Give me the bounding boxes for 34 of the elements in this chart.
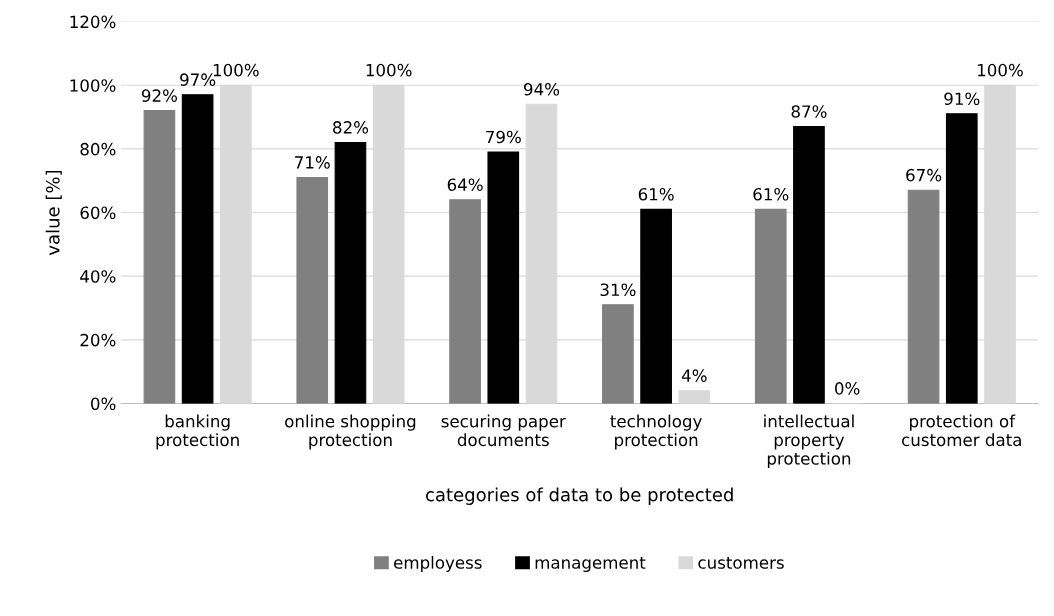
data-label: 71% — [295, 156, 330, 169]
data-label: 64% — [447, 178, 483, 191]
y-tick-label: 120% — [70, 15, 116, 29]
data-label: 4% — [681, 369, 707, 382]
y-tick-label: 40% — [80, 270, 116, 283]
x-tick-label: protection of customer data — [902, 414, 1021, 447]
data-label: 0% — [835, 382, 860, 395]
data-label: 82% — [333, 121, 369, 134]
legend-label: management — [535, 556, 646, 573]
x-tick-label: banking protection — [156, 414, 239, 450]
legend-label: employess — [394, 555, 482, 573]
y-axis-title: value [%] — [45, 170, 62, 256]
data-label: 87% — [791, 105, 827, 118]
y-tick-label: 0% — [91, 397, 116, 411]
x-axis-title: categories of data to be protected — [426, 487, 733, 505]
y-tick-label: 20% — [80, 333, 116, 347]
data-label: 91% — [944, 92, 980, 106]
y-tick-label: 60% — [80, 206, 116, 220]
x-tick-label: online shopping protection — [285, 414, 416, 450]
data-label: 100% — [366, 63, 412, 77]
data-label: 61% — [638, 187, 674, 201]
data-label: 92% — [141, 89, 178, 102]
data-label: 31% — [600, 283, 636, 297]
x-tick-label: technology protection — [610, 414, 702, 450]
data-label: 67% — [906, 168, 942, 182]
data-label: 61% — [753, 187, 789, 201]
legend-label: customers — [698, 556, 784, 569]
data-label: 94% — [524, 82, 560, 96]
data-label: 79% — [486, 130, 521, 144]
x-tick-label: intellectual property protection — [764, 414, 854, 469]
y-tick-label: 80% — [80, 142, 116, 156]
data-label: 100% — [977, 63, 1023, 77]
y-tick-label: 100% — [70, 79, 116, 92]
x-tick-label: securing paper documents — [441, 414, 566, 447]
